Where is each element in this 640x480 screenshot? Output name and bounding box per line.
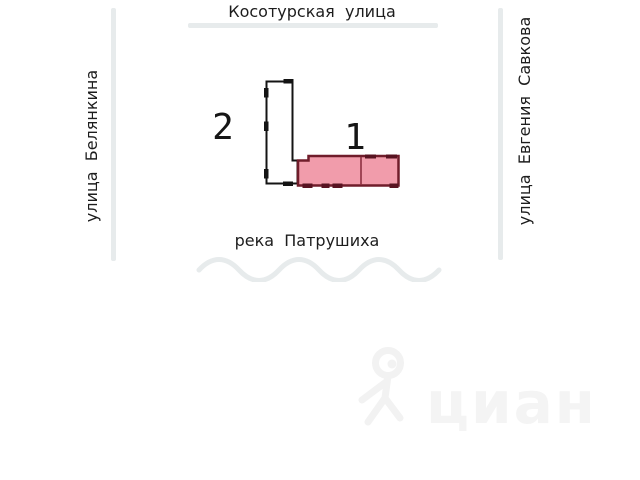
building-2-shape[interactable] bbox=[265, 80, 299, 185]
building-2-entrances bbox=[264, 79, 294, 186]
cian-watermark: циан bbox=[338, 342, 597, 432]
street-line-left bbox=[111, 8, 116, 261]
river-wave bbox=[196, 257, 442, 282]
building-1-entrances bbox=[302, 154, 399, 188]
building-1 bbox=[296, 154, 400, 188]
building-1-shape[interactable] bbox=[296, 154, 400, 187]
street-label-top: Косотурская улица bbox=[228, 2, 396, 21]
cian-person-icon bbox=[358, 347, 404, 426]
river-label: река Патрушиха bbox=[234, 231, 380, 250]
cian-watermark-text: циан bbox=[426, 369, 597, 437]
street-line-top bbox=[188, 23, 438, 28]
building-2-number: 2 bbox=[212, 107, 234, 148]
building-2 bbox=[264, 79, 299, 186]
street-line-right bbox=[498, 8, 503, 260]
building-1-number: 1 bbox=[344, 117, 366, 158]
